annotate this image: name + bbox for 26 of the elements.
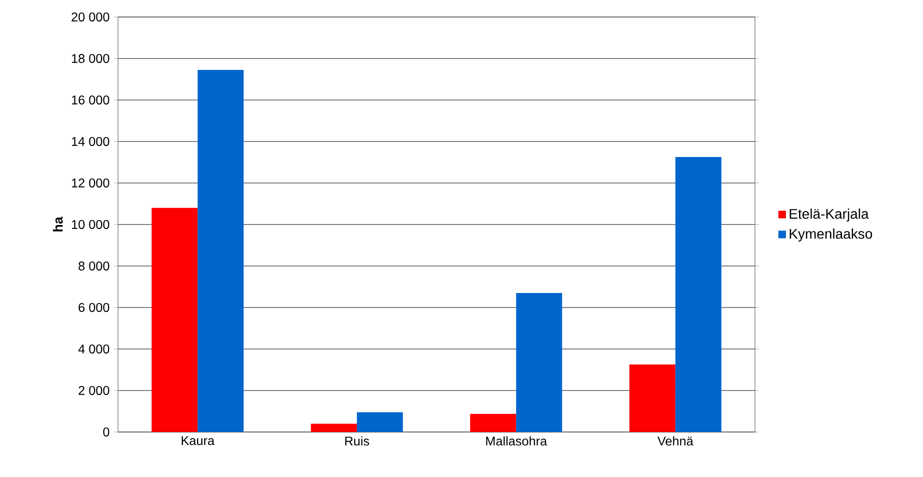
x-tick-label: Kaura <box>182 436 215 446</box>
y-tick-label: 16 000 <box>72 96 110 104</box>
y-tick-label: 6 000 <box>78 303 110 312</box>
bar <box>152 208 198 432</box>
legend-label: Etelä-Karjala <box>790 208 869 222</box>
y-tick-label: 20 000 <box>72 12 110 22</box>
bar <box>310 424 357 432</box>
bar <box>629 364 676 432</box>
x-tick-label: Mallasohra <box>486 436 548 446</box>
x-tick-label: Vehnä <box>657 436 694 446</box>
y-tick-label: 10 000 <box>72 220 110 229</box>
bar <box>675 157 722 432</box>
y-tick-label: 14 000 <box>72 137 110 146</box>
y-tick-label: 2 000 <box>78 386 110 395</box>
y-tick-label: 4 000 <box>78 344 110 354</box>
x-tick-label: Ruis <box>345 436 370 446</box>
y-axis-title: ha <box>52 216 63 232</box>
bar <box>356 412 403 432</box>
y-tick-label: 8 000 <box>78 262 110 270</box>
bar <box>516 292 562 432</box>
y-tick-label: 18 000 <box>72 54 110 63</box>
legend-label: Kymenlaakso <box>790 228 872 242</box>
y-tick-label: 0 <box>103 428 110 436</box>
y-tick-label: 12 000 <box>72 178 110 188</box>
bar <box>198 70 244 432</box>
bar <box>470 414 516 432</box>
